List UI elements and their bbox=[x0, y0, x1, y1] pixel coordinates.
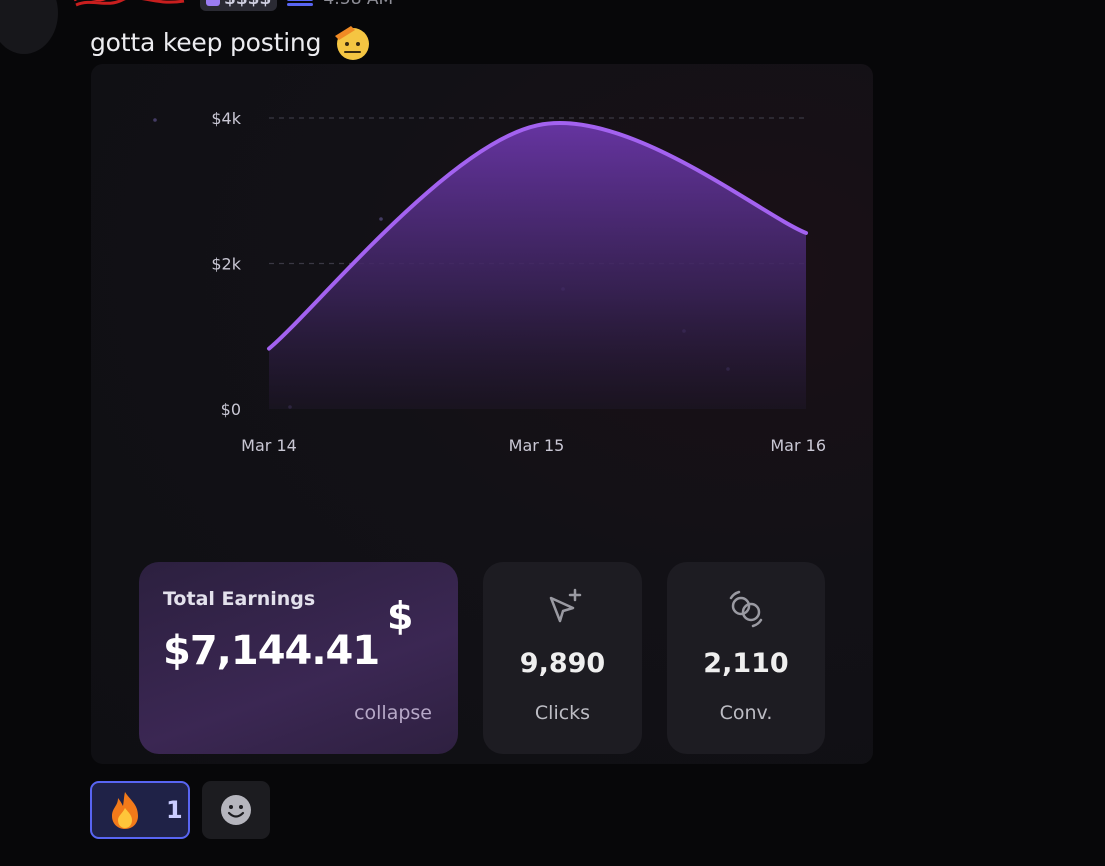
x-tick-label: Mar 16 bbox=[770, 436, 826, 455]
chart-series-line bbox=[267, 121, 808, 351]
collapse-button[interactable]: collapse bbox=[354, 702, 432, 724]
redacted-username bbox=[74, 0, 185, 7]
total-earnings-value: $7,144.41 bbox=[163, 628, 380, 674]
role-badge[interactable]: $$$$ bbox=[200, 0, 278, 11]
y-tick-label: $0 bbox=[221, 400, 241, 419]
earnings-card: $0 $2k $4k Mar 14 Mar 15 Mar 16 Total Earning… bbox=[91, 64, 873, 764]
add-reaction-button[interactable] bbox=[202, 781, 270, 839]
x-tick-label: Mar 14 bbox=[241, 436, 297, 455]
conversions-value: 2,110 bbox=[703, 648, 789, 679]
avatar[interactable] bbox=[0, 0, 58, 54]
dollar-icon: $ bbox=[387, 594, 414, 638]
role-badge-text: $$$$ bbox=[224, 0, 271, 9]
conversions-label: Conv. bbox=[719, 702, 773, 724]
reaction-count: 1 bbox=[166, 796, 183, 824]
y-tick-label: $4k bbox=[211, 109, 241, 128]
gem-icon bbox=[206, 0, 220, 6]
total-earnings-card: Total Earnings $7,144.41 $ collapse bbox=[139, 562, 458, 754]
fire-emoji bbox=[112, 792, 138, 829]
y-tick-label: $2k bbox=[211, 255, 241, 274]
earnings-chart: $0 $2k $4k Mar 14 Mar 15 Mar 16 bbox=[153, 109, 826, 455]
message-content: gotta keep posting bbox=[90, 22, 373, 62]
total-earnings-title: Total Earnings bbox=[163, 588, 316, 610]
smiley-icon bbox=[221, 795, 251, 825]
x-tick-label: Mar 15 bbox=[509, 436, 565, 455]
cursor-click-icon bbox=[549, 588, 581, 623]
clicks-value: 9,890 bbox=[519, 648, 606, 679]
reaction-fire[interactable]: 1 bbox=[90, 781, 190, 839]
message-header: $$$$ 4:58 AM bbox=[72, 0, 393, 12]
clicks-label: Clicks bbox=[534, 702, 591, 724]
link-refresh-icon bbox=[729, 590, 763, 628]
message-text: gotta keep posting bbox=[90, 27, 322, 57]
menu-icon[interactable] bbox=[287, 0, 314, 6]
timestamp: 4:58 AM bbox=[323, 0, 393, 9]
clicks-card: 9,890 Clicks bbox=[483, 562, 642, 754]
chart-area-fill bbox=[269, 122, 806, 409]
decorative-dot bbox=[379, 217, 383, 221]
decorative-dot bbox=[153, 118, 157, 122]
saluting-face-emoji bbox=[335, 26, 370, 60]
conversions-card: 2,110 Conv. bbox=[667, 562, 825, 754]
